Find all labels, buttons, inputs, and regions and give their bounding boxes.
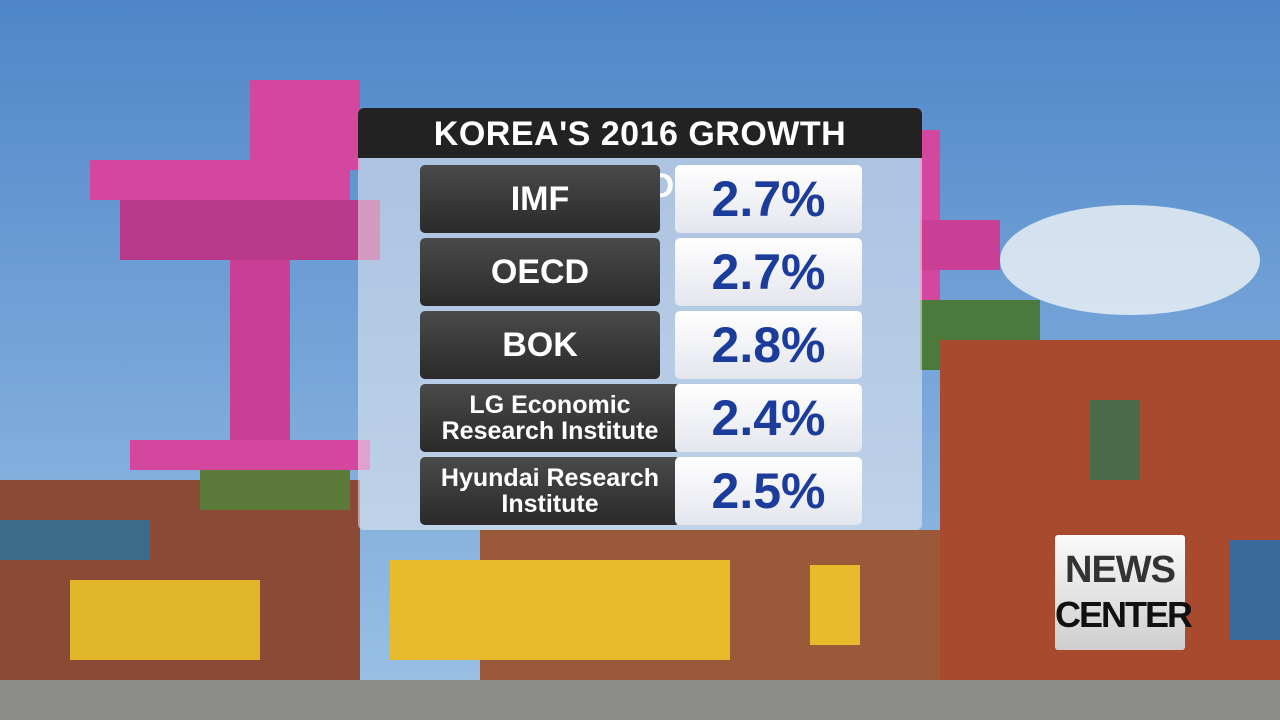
row-label: OECD <box>420 238 660 306</box>
row-value: 2.7% <box>675 165 862 233</box>
row-label: BOK <box>420 311 660 379</box>
logo-line: CENTER <box>1055 594 1193 635</box>
table-row: BOK 2.8% <box>420 311 862 379</box>
row-label: IMF <box>420 165 660 233</box>
table-row: OECD 2.7% <box>420 238 862 306</box>
row-value: 2.8% <box>675 311 862 379</box>
news-center-logo: NEWS CENTER <box>1055 535 1193 650</box>
row-label: Hyundai Research Institute <box>420 457 680 525</box>
row-value: 2.7% <box>675 238 862 306</box>
table-row: Hyundai Research Institute 2.5% <box>420 457 862 525</box>
row-value: 2.4% <box>675 384 862 452</box>
outlook-panel: KOREA'S 2016 GROWTH OUTLOOK IMF2.7%OECD2… <box>358 108 922 530</box>
panel-title: KOREA'S 2016 GROWTH OUTLOOK <box>358 108 922 205</box>
row-label: LG Economic Research Institute <box>420 384 680 452</box>
row-value: 2.5% <box>675 457 862 525</box>
table-row: IMF 2.7% <box>420 165 862 233</box>
table-row: LG Economic Research Institute 2.4% <box>420 384 862 452</box>
logo-line: NEWS <box>1065 549 1176 591</box>
